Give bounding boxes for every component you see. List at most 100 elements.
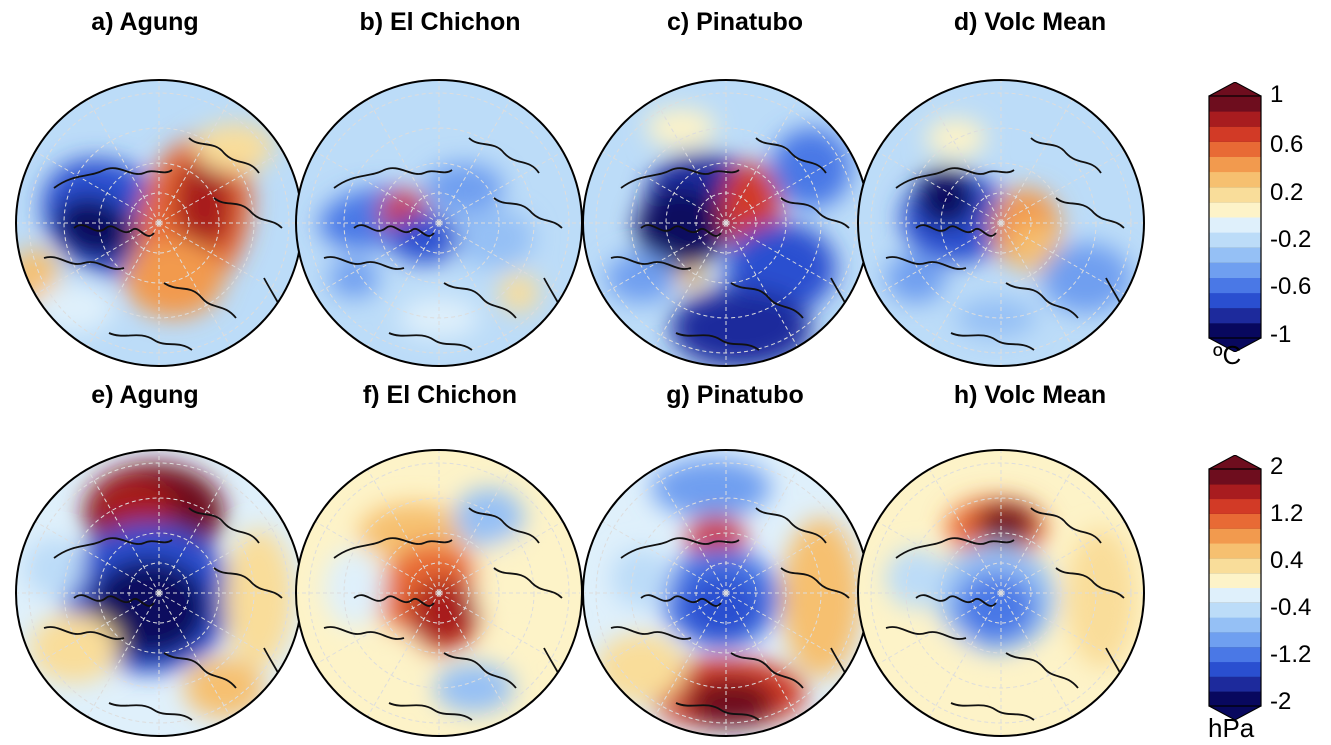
anomaly-region (1016, 663, 1096, 713)
colorbar-segment (1209, 201, 1261, 218)
anomaly-region (174, 153, 234, 253)
polar-map-svg (15, 449, 303, 737)
colorbar-segment (1209, 513, 1261, 529)
colorbar-segment (1209, 171, 1261, 188)
anomaly-region (424, 163, 504, 213)
panel-title: g) Pinatubo (666, 381, 804, 409)
anomaly-region (344, 628, 424, 688)
colorbar-segment (1209, 557, 1261, 574)
graticule (16, 450, 302, 736)
colorbar-segment (1209, 111, 1261, 127)
anomaly-region (409, 578, 479, 648)
colorbar-segment (1209, 691, 1261, 707)
graticule (858, 450, 1144, 736)
anomaly-region (34, 283, 114, 333)
polar-map-panel-c (581, 78, 871, 368)
graticule (583, 80, 869, 366)
coastlines (610, 137, 854, 351)
colorbar-segment (1209, 528, 1261, 544)
colorbar-segment (1209, 156, 1261, 173)
coastlines (610, 507, 854, 721)
polar-map-panel-e (14, 448, 304, 738)
anomaly-region (24, 538, 84, 598)
colorbar-segment (1209, 572, 1261, 588)
anomaly-region (976, 503, 1036, 543)
coastlines (323, 137, 567, 351)
graticule (858, 80, 1144, 366)
colorbar-tick-label: 1 (1270, 81, 1284, 108)
colorbar-segment (1209, 602, 1261, 618)
anomaly-region (1066, 528, 1136, 668)
colorbar-tick-label: -1.2 (1270, 641, 1312, 668)
anomaly-region (606, 253, 676, 303)
anomaly-region (474, 538, 554, 638)
anomaly-region (389, 213, 459, 263)
anomaly-region (611, 548, 671, 608)
polar-map-svg (857, 79, 1145, 367)
map-border (857, 449, 1145, 737)
colorbar-segment (1209, 232, 1261, 248)
anomaly-region (646, 108, 716, 148)
anomaly-region (29, 613, 119, 683)
polar-map-svg (295, 449, 583, 737)
colorbar-tick-label: -0.4 (1270, 594, 1312, 621)
polar-map-svg (857, 449, 1145, 737)
pressure-colorbar (1208, 455, 1262, 720)
colorbar-segment (1209, 322, 1261, 339)
colorbar-segment (1209, 631, 1261, 648)
colorbar-tick-label: -0.2 (1270, 226, 1312, 253)
polar-map-svg (582, 449, 870, 737)
colorbar-segment (1209, 661, 1261, 677)
anomaly-region (671, 288, 811, 366)
graticule (296, 80, 582, 366)
colorbar-segment (1209, 617, 1261, 633)
polar-map-panel-a (14, 78, 304, 368)
anomaly-region (771, 128, 851, 208)
anomaly-region (329, 258, 379, 298)
colorbar-tick-label: 0.2 (1270, 179, 1304, 206)
anomaly-region (781, 518, 861, 678)
temperature-colorbar (1208, 82, 1262, 352)
panel-title: f) El Chichon (362, 381, 518, 409)
colorbar-segment (1209, 217, 1261, 233)
anomaly-region (184, 658, 264, 718)
graticule (16, 80, 302, 366)
panel-title: a) Agung (91, 8, 199, 36)
anomaly-region (686, 678, 776, 728)
colorbar-tick-label: 1.2 (1270, 500, 1304, 527)
anomaly-region (94, 478, 174, 538)
colorbar-max-arrow (1208, 455, 1262, 470)
colorbar-segment (1209, 469, 1261, 485)
anomaly-region (454, 488, 524, 548)
colorbar-segment (1209, 646, 1261, 663)
colorbar-segment (1209, 307, 1261, 324)
colorbar-segment (1209, 96, 1261, 112)
panel-title: b) El Chichon (359, 8, 521, 36)
anomaly-region (886, 548, 946, 608)
colorbar-tick-label: -0.6 (1270, 273, 1312, 300)
polar-map-svg (15, 79, 303, 367)
anomaly-region (681, 573, 761, 643)
colorbar-segment (1209, 277, 1261, 294)
colorbar-segment (1209, 262, 1261, 278)
colorbar-segment (1209, 543, 1261, 559)
anomaly-region (956, 573, 1036, 643)
anomaly-region (926, 118, 986, 158)
colorbar-segment (1209, 483, 1261, 500)
polar-map-panel-h (856, 448, 1146, 738)
coastlines (43, 507, 287, 721)
anomaly-region (651, 458, 771, 518)
anomaly-region (499, 273, 539, 313)
anomaly-region (881, 628, 971, 688)
colorbar-segment (1209, 247, 1261, 263)
colorbar-segment (1209, 587, 1261, 603)
polar-map-panel-g (581, 448, 871, 738)
panel-title: c) Pinatubo (666, 8, 804, 36)
coastlines (885, 137, 1129, 351)
graticule (296, 450, 582, 736)
panel-title: h) Volc Mean (953, 381, 1107, 409)
colorbar-tick-label: 2 (1270, 453, 1284, 480)
anomaly-region (676, 268, 706, 288)
polar-map-panel-f (294, 448, 584, 738)
map-border (857, 79, 1145, 367)
